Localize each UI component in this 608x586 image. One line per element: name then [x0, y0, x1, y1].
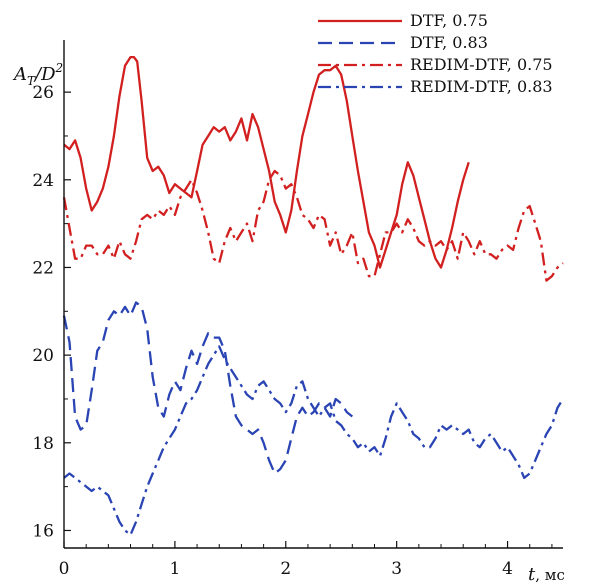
x-tick-label: 0: [59, 559, 70, 579]
series-line-3: [62, 169, 564, 282]
plot-area: [62, 55, 564, 537]
series-line-4: [63, 345, 564, 537]
legend-label: REDIM-DTF, 0.75: [410, 55, 553, 74]
x-axis-title-symbol: t: [528, 564, 536, 585]
y-axis-title-sup: 2: [55, 61, 64, 75]
series-line-1: [63, 55, 470, 269]
y-axis-title: AT/D2: [12, 61, 63, 88]
y-axis-title-sub: T: [27, 74, 36, 88]
x-axis-title: t, мс: [528, 564, 565, 585]
ticks: 0 1 2 3 4 16 18 20 22 24 26: [32, 83, 553, 579]
y-tick-label: 26: [32, 83, 54, 103]
y-tick-label: 24: [32, 171, 54, 191]
y-axis-title-d: /D: [33, 64, 56, 85]
y-tick-label: 22: [32, 258, 54, 278]
y-axis-title-a: A: [12, 64, 27, 85]
legend: DTF, 0.75 DTF, 0.83 REDIM-DTF, 0.75 REDIM-D…: [318, 11, 553, 96]
legend-label: DTF, 0.75: [410, 11, 488, 30]
legend-label: REDIM-DTF, 0.83: [410, 77, 553, 96]
x-tick-label: 1: [169, 559, 180, 579]
x-tick-label: 2: [280, 559, 291, 579]
x-tick-label: 3: [391, 559, 402, 579]
y-tick-label: 20: [32, 346, 54, 366]
y-tick-label: 16: [32, 521, 54, 541]
y-tick-label: 18: [32, 434, 54, 454]
legend-label: DTF, 0.83: [410, 33, 488, 52]
x-tick-label: 4: [502, 559, 513, 579]
axes: [63, 40, 563, 549]
series-line-2: [62, 301, 354, 475]
x-axis-title-unit: , мс: [535, 566, 565, 584]
